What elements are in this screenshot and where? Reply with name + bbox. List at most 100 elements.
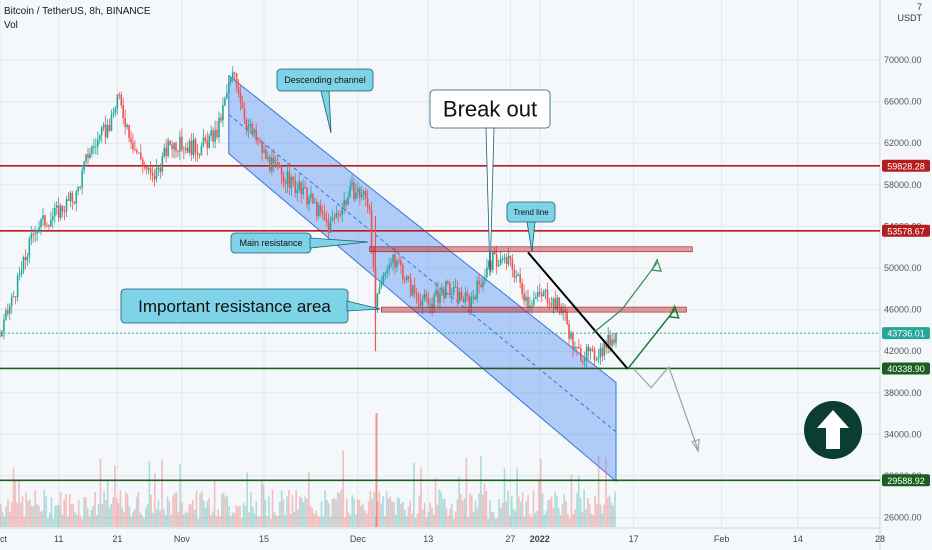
volume-bar xyxy=(462,500,464,527)
volume-bar xyxy=(240,518,243,527)
candle xyxy=(52,208,54,229)
candle xyxy=(274,155,277,168)
descending-channel-callout-text: Descending channel xyxy=(284,75,366,85)
candle-body xyxy=(609,334,611,346)
volume-bar xyxy=(539,458,542,527)
candle-body xyxy=(493,251,496,255)
volume-bar xyxy=(50,496,53,527)
candle-body xyxy=(437,289,439,304)
candle xyxy=(300,181,302,204)
candle-body xyxy=(73,201,76,204)
candle xyxy=(257,137,259,146)
volume-bar xyxy=(400,503,402,527)
candle-body xyxy=(464,292,467,303)
candle-body xyxy=(564,310,566,313)
candle xyxy=(298,173,300,193)
arrow-head-up xyxy=(668,304,680,319)
volume-bar xyxy=(387,498,390,527)
candle-body xyxy=(296,190,299,193)
candle-body xyxy=(615,333,617,344)
volume-bar xyxy=(548,499,551,527)
candle-body xyxy=(535,296,537,299)
candle xyxy=(184,143,187,155)
volume-bar xyxy=(99,458,102,527)
candle-body xyxy=(548,302,551,306)
volume-bar xyxy=(168,500,171,527)
candle-body xyxy=(24,257,27,261)
candle-body xyxy=(42,215,44,220)
candle xyxy=(359,185,361,206)
price-unit: 7 USDT xyxy=(898,2,923,24)
candle-body xyxy=(138,152,140,154)
volume-indicator-label: Vol xyxy=(4,20,18,31)
volume-bar xyxy=(534,512,537,527)
candle xyxy=(611,333,613,351)
candle-body xyxy=(153,175,156,180)
candle xyxy=(335,205,338,219)
volume-bar xyxy=(117,503,120,527)
volume-bar xyxy=(463,498,466,527)
volume-bar xyxy=(291,495,294,527)
candle xyxy=(321,205,324,220)
candle xyxy=(443,286,445,304)
candle-body xyxy=(468,296,471,308)
candle-body xyxy=(298,181,300,191)
volume-bar xyxy=(496,518,499,527)
candle-body xyxy=(302,187,304,195)
candle xyxy=(55,201,58,215)
candle xyxy=(327,213,330,242)
candle xyxy=(415,288,418,305)
candle-body xyxy=(143,166,146,168)
candle-body xyxy=(251,123,254,133)
main-resistance-callout: Main resistance xyxy=(230,232,369,254)
volume-bar xyxy=(48,512,51,527)
volume-bar xyxy=(449,508,451,527)
candle-body xyxy=(405,276,408,281)
candle xyxy=(480,277,482,289)
candle xyxy=(404,276,406,285)
candle-body xyxy=(517,274,520,277)
candle-body xyxy=(603,341,606,356)
volume-bar xyxy=(77,500,80,527)
candle-body xyxy=(343,200,345,207)
candle-body xyxy=(18,274,21,276)
candle xyxy=(271,149,273,175)
candle-body xyxy=(519,274,521,283)
candle xyxy=(30,225,33,246)
volume-bar xyxy=(594,495,596,527)
candle xyxy=(132,133,134,154)
volume-bar xyxy=(259,516,261,527)
candle xyxy=(159,163,162,179)
candle xyxy=(222,97,224,127)
candle-body xyxy=(398,260,400,262)
volume-bar xyxy=(175,492,178,527)
price-level-badge xyxy=(882,224,930,237)
candle xyxy=(26,252,29,267)
candle-body xyxy=(433,294,435,309)
candle-body xyxy=(241,103,244,109)
candle-body xyxy=(546,289,549,303)
volume-bar xyxy=(588,503,591,527)
descending-channel xyxy=(228,74,617,483)
candle-body xyxy=(79,186,81,188)
candle xyxy=(194,137,197,162)
candle xyxy=(206,131,209,156)
up-arrow-badge xyxy=(804,401,862,459)
volume-bar xyxy=(284,515,287,527)
candle xyxy=(456,280,459,307)
candle xyxy=(599,342,602,365)
candle xyxy=(130,130,132,150)
volume-bar xyxy=(306,498,308,527)
volume-bar xyxy=(61,514,64,527)
candle-body xyxy=(157,167,160,169)
candle-body xyxy=(263,149,265,153)
candle xyxy=(413,277,416,299)
volume-bar xyxy=(614,491,616,527)
candle xyxy=(0,329,1,339)
candle-body xyxy=(224,98,226,106)
candle xyxy=(507,247,510,267)
candle-body xyxy=(14,296,17,298)
candle-body xyxy=(427,297,430,305)
volume-bar xyxy=(326,500,328,527)
